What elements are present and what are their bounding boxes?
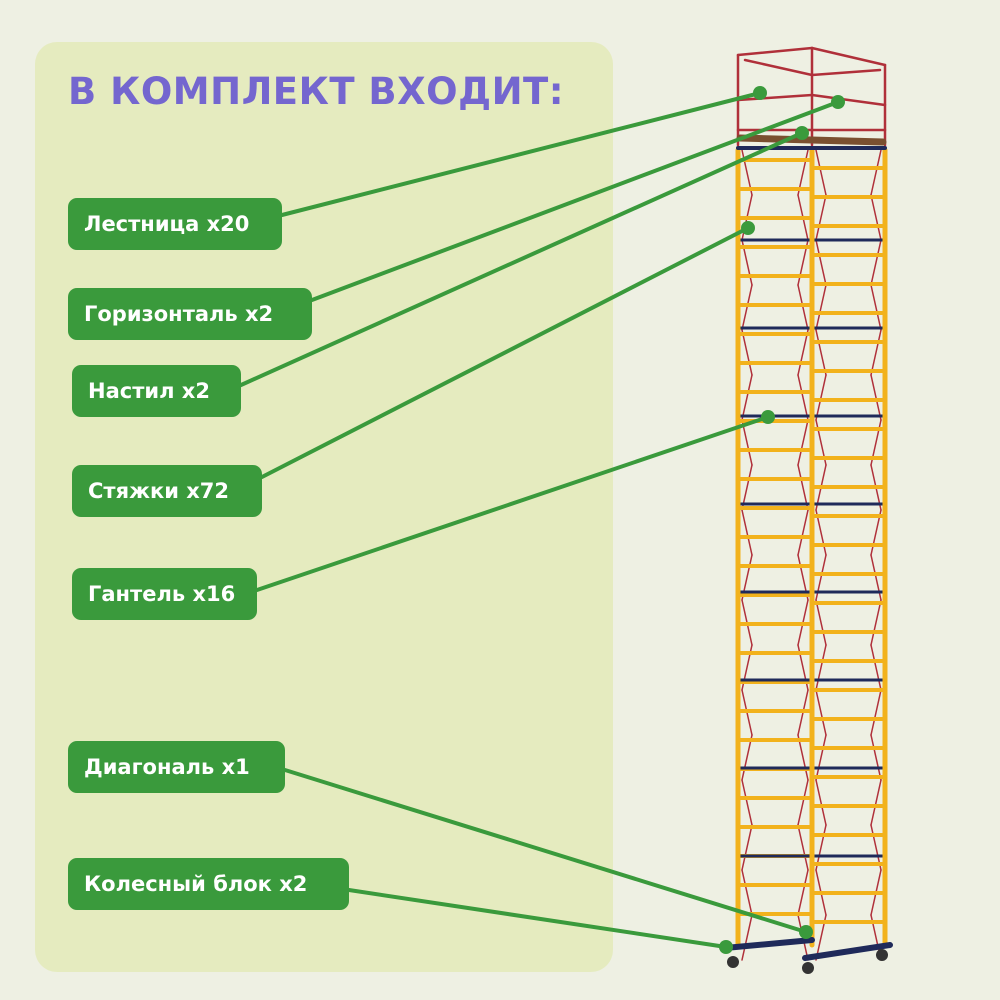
tie-rod — [870, 374, 882, 421]
callout-dot — [719, 940, 733, 954]
tie-rod — [815, 644, 827, 691]
tie-rod — [870, 734, 882, 781]
guard-rail — [810, 46, 887, 67]
guard-rail — [743, 58, 814, 77]
tie-rod — [741, 419, 753, 466]
label-diagonal: Диагональ х1 — [68, 741, 285, 793]
tie-rod — [815, 779, 827, 826]
guard-rail — [810, 93, 887, 107]
callout-line — [260, 226, 750, 479]
tie-rod — [797, 284, 809, 331]
callout-line — [347, 888, 728, 949]
tie-rod — [815, 149, 827, 196]
wheel-icon — [802, 962, 814, 974]
callout-dot — [831, 95, 845, 109]
wheel-icon — [876, 949, 888, 961]
tie-rod — [815, 284, 827, 331]
callout-line — [310, 100, 840, 302]
tie-rod — [797, 734, 809, 781]
guard-rail — [736, 46, 814, 57]
callout-line — [283, 768, 808, 934]
tie-rod — [741, 779, 753, 826]
tie-rod — [797, 329, 809, 376]
tie-rod — [815, 734, 827, 781]
tie-rod — [797, 509, 809, 556]
tie-rod — [870, 329, 882, 376]
callout-line — [255, 415, 770, 592]
tie-rod — [870, 149, 882, 196]
guard-rail — [736, 93, 814, 102]
tie-rod — [797, 779, 809, 826]
tie-rod — [741, 329, 753, 376]
callout-dot — [799, 925, 813, 939]
callout-dot — [741, 221, 755, 235]
tie-rod — [815, 689, 827, 736]
label-ladder: Лестница х20 — [68, 198, 282, 250]
tie-rod — [815, 329, 827, 376]
callout-line — [239, 131, 804, 387]
tie-rod — [815, 374, 827, 421]
tie-rod — [797, 869, 809, 916]
tie-rod — [741, 284, 753, 331]
tie-rod — [815, 239, 827, 286]
tie-rod — [741, 734, 753, 781]
page-title: В КОМПЛЕКТ ВХОДИТ: — [68, 70, 565, 113]
tie-rod — [870, 194, 882, 241]
tie-rod — [797, 374, 809, 421]
wheel-base — [802, 942, 893, 961]
tie-rod — [870, 284, 882, 331]
tie-rod — [797, 419, 809, 466]
tie-rod — [870, 644, 882, 691]
label-dumbbell: Гантель х16 — [72, 568, 257, 620]
label-ties: Стяжки х72 — [72, 465, 262, 517]
label-deck: Настил х2 — [72, 365, 241, 417]
callout-dot — [761, 410, 775, 424]
label-horizontal: Горизонталь х2 — [68, 288, 312, 340]
tie-rod — [741, 509, 753, 556]
tie-rod — [741, 869, 753, 916]
label-wheel-block: Колесный блок х2 — [68, 858, 349, 910]
tie-rod — [741, 824, 753, 871]
tie-rod — [741, 914, 753, 961]
callout-dot — [795, 126, 809, 140]
tie-rod — [870, 689, 882, 736]
tie-rod — [815, 194, 827, 241]
tie-rod — [870, 239, 882, 286]
callout-line — [280, 91, 762, 217]
callout-dot — [753, 86, 767, 100]
wheel-base — [722, 937, 815, 951]
wheel-icon — [727, 956, 739, 968]
tie-rod — [741, 374, 753, 421]
deck-platform — [736, 134, 887, 146]
tie-rod — [870, 599, 882, 646]
tie-rod — [870, 779, 882, 826]
guard-rail — [810, 68, 882, 77]
tie-rod — [815, 599, 827, 646]
tie-rod — [797, 824, 809, 871]
